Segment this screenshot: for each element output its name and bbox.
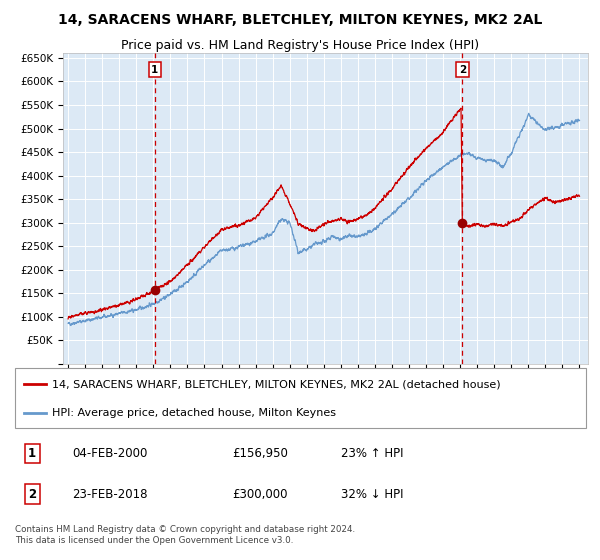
Text: 2: 2	[28, 488, 36, 501]
Text: Contains HM Land Registry data © Crown copyright and database right 2024.
This d: Contains HM Land Registry data © Crown c…	[15, 525, 355, 545]
Text: 14, SARACENS WHARF, BLETCHLEY, MILTON KEYNES, MK2 2AL: 14, SARACENS WHARF, BLETCHLEY, MILTON KE…	[58, 13, 542, 27]
Text: 1: 1	[28, 447, 36, 460]
Text: 23-FEB-2018: 23-FEB-2018	[72, 488, 148, 501]
Text: £300,000: £300,000	[232, 488, 287, 501]
Text: £156,950: £156,950	[232, 447, 288, 460]
Text: 32% ↓ HPI: 32% ↓ HPI	[341, 488, 403, 501]
Text: Price paid vs. HM Land Registry's House Price Index (HPI): Price paid vs. HM Land Registry's House …	[121, 39, 479, 52]
Text: 14, SARACENS WHARF, BLETCHLEY, MILTON KEYNES, MK2 2AL (detached house): 14, SARACENS WHARF, BLETCHLEY, MILTON KE…	[52, 379, 501, 389]
FancyBboxPatch shape	[15, 368, 586, 428]
Text: HPI: Average price, detached house, Milton Keynes: HPI: Average price, detached house, Milt…	[52, 408, 336, 418]
Text: 2: 2	[459, 65, 466, 74]
Text: 23% ↑ HPI: 23% ↑ HPI	[341, 447, 403, 460]
Text: 04-FEB-2000: 04-FEB-2000	[72, 447, 148, 460]
Text: 1: 1	[151, 65, 158, 74]
